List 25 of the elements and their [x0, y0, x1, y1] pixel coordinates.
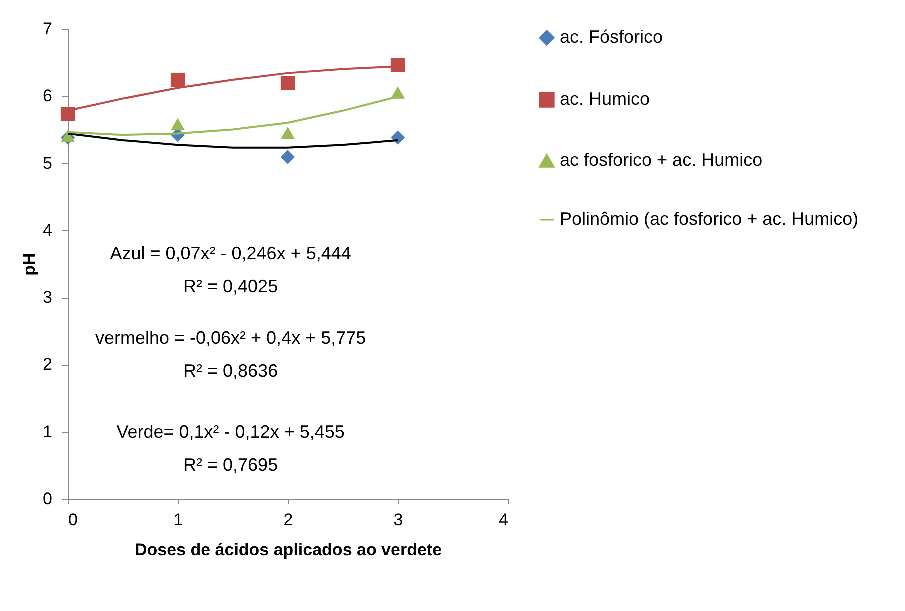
- y-axis-title: pH: [20, 253, 40, 276]
- legend-label: Polinômio (ac fosforico + ac. Humico): [560, 209, 859, 229]
- y-tick-label: 5: [43, 154, 52, 173]
- x-tick-label: 0: [68, 510, 78, 530]
- annotation: Azul = 0,07x² - 0,246x + 5,444: [110, 244, 352, 264]
- x-tick-label: 3: [394, 510, 404, 530]
- y-tick-label: 2: [43, 355, 52, 374]
- x-tick-label: 2: [284, 510, 294, 530]
- annotation: R² = 0,8636: [184, 361, 278, 382]
- x-axis-title: Doses de ácidos aplicados ao verdete: [134, 540, 442, 560]
- legend-label: ac fosforico + ac. Humico: [560, 150, 763, 170]
- y-tick-label: 1: [43, 422, 52, 442]
- y-tick-label: 0: [43, 490, 52, 508]
- legend-label: ac. Fósforico: [560, 27, 664, 47]
- annotation: Verde= 0,1x² - 0,12x + 5,455: [116, 422, 345, 442]
- annotation: R² = 0,4025: [184, 276, 278, 296]
- annotation: vermelho = -0,06x² + 0,4x + 5,775: [95, 328, 366, 348]
- y-tick-label: 4: [43, 220, 52, 240]
- y-tick-label: 3: [43, 288, 52, 308]
- x-tick-label: 4: [499, 510, 508, 530]
- legend-label: ac. Humico: [560, 89, 650, 109]
- y-tick-label: 6: [43, 86, 52, 106]
- y-tick-label: 7: [43, 20, 52, 38]
- x-tick-label: 1: [174, 510, 184, 530]
- annotation: R² = 0,7695: [184, 455, 278, 476]
